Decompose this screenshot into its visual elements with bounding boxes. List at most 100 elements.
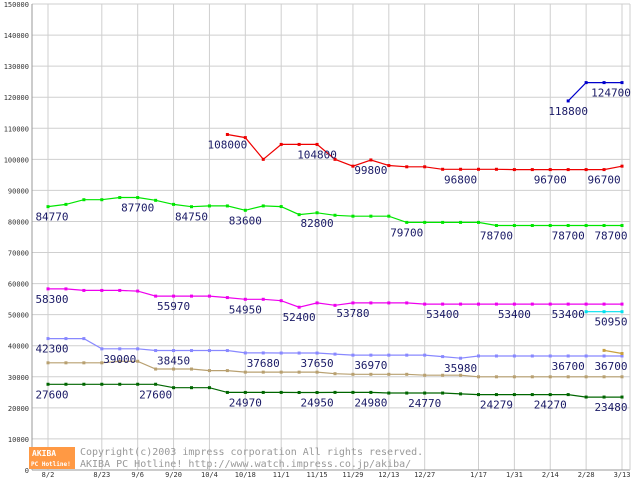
data-point	[172, 294, 176, 298]
data-label: 58300	[35, 293, 68, 306]
series-line	[48, 383, 622, 398]
data-point	[584, 354, 588, 358]
data-point	[459, 392, 463, 396]
data-point	[261, 204, 265, 208]
data-label: 54950	[229, 303, 262, 316]
data-point	[136, 359, 140, 363]
x-tick-label: 2/14	[542, 471, 559, 479]
data-point	[333, 157, 337, 161]
data-point	[315, 142, 319, 146]
y-tick-label: 120000	[4, 94, 29, 102]
data-point	[405, 372, 409, 376]
data-point	[477, 393, 480, 397]
data-point	[423, 391, 427, 395]
data-point	[351, 390, 355, 394]
y-tick-label: 0	[25, 467, 29, 475]
data-point	[82, 361, 86, 365]
data-label: 35980	[444, 362, 477, 375]
data-point	[530, 393, 534, 397]
data-label: 24770	[408, 397, 441, 410]
data-label: 36700	[594, 360, 627, 373]
data-point	[243, 351, 247, 355]
data-point	[602, 395, 606, 399]
data-point	[512, 354, 516, 358]
data-point	[405, 391, 409, 395]
data-point	[566, 224, 570, 228]
x-tick-label: 2/28	[578, 471, 595, 479]
data-point	[351, 214, 355, 218]
data-point	[548, 224, 552, 228]
data-point	[620, 352, 624, 355]
data-point	[512, 168, 516, 172]
data-point	[315, 301, 319, 305]
data-label: 53400	[426, 308, 459, 321]
data-point	[315, 390, 319, 394]
data-point	[477, 375, 480, 379]
data-label: 37650	[301, 357, 334, 370]
data-point	[118, 196, 122, 200]
data-point	[172, 386, 176, 390]
y-tick-label: 40000	[8, 343, 29, 351]
data-point	[46, 361, 50, 365]
data-label: 27600	[35, 388, 68, 401]
data-point	[118, 347, 122, 351]
data-point	[602, 81, 606, 85]
y-tick-label: 130000	[4, 63, 29, 71]
data-point	[315, 370, 319, 374]
data-point	[351, 164, 355, 168]
data-point	[333, 390, 337, 394]
series-line	[567, 81, 622, 102]
data-point	[333, 372, 337, 376]
data-point	[459, 356, 463, 360]
data-point	[207, 349, 211, 353]
data-point	[441, 167, 445, 171]
data-point	[136, 196, 140, 200]
copyright-text: Copyright(c)2003 impress corporation All…	[80, 447, 423, 458]
data-point	[333, 303, 337, 307]
data-point	[423, 353, 427, 357]
data-point	[279, 370, 283, 374]
x-tick-label: 1/31	[506, 471, 523, 479]
data-label: 96700	[588, 174, 621, 187]
data-point	[297, 142, 301, 146]
data-point	[494, 354, 498, 358]
data-point	[459, 373, 463, 377]
data-point	[207, 386, 211, 390]
data-point	[441, 220, 445, 224]
data-point	[297, 370, 301, 374]
data-point	[584, 395, 588, 399]
data-point	[154, 382, 158, 386]
data-point	[620, 395, 624, 399]
data-point	[602, 354, 606, 358]
data-point	[441, 373, 445, 377]
data-point	[82, 382, 86, 386]
data-label: 82800	[301, 217, 334, 230]
data-point	[530, 354, 534, 358]
data-point	[494, 224, 498, 228]
data-point	[154, 294, 158, 298]
data-point	[100, 198, 104, 202]
data-point	[243, 208, 247, 212]
watermark: AKIBA PC Hotline! Copyright(c)2003 impre…	[29, 447, 423, 470]
y-tick-label: 60000	[8, 281, 29, 289]
data-point	[243, 390, 247, 394]
data-point	[351, 353, 355, 357]
data-point	[279, 142, 283, 146]
x-tick-label: 9/6	[131, 471, 144, 479]
data-label: 24270	[534, 399, 567, 412]
data-point	[261, 370, 265, 374]
data-point	[297, 305, 301, 309]
data-point	[369, 158, 373, 162]
data-point	[225, 132, 229, 136]
data-point	[423, 165, 427, 169]
data-point	[279, 205, 283, 209]
data-point	[602, 168, 606, 172]
data-point	[225, 369, 229, 373]
data-point	[64, 202, 68, 206]
data-point	[566, 375, 570, 379]
data-point	[477, 302, 480, 306]
data-point	[441, 302, 445, 306]
data-point	[172, 349, 176, 353]
data-point	[225, 390, 229, 394]
